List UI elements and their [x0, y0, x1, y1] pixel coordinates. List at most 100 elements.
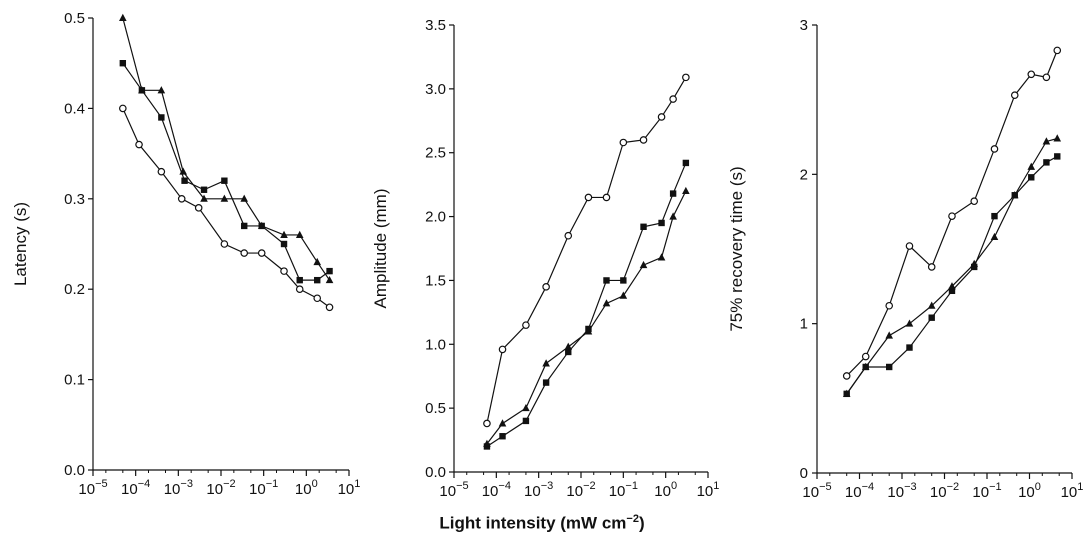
data-point-circle	[1053, 46, 1062, 55]
data-point-square	[542, 379, 550, 386]
x-tick-label: 10−4	[845, 481, 874, 501]
data-point-circle	[498, 345, 507, 354]
data-point-circle	[990, 145, 999, 153]
x-tick-label: 101	[697, 480, 720, 500]
x-tick-label: 10−3	[524, 480, 553, 500]
data-point-square	[181, 177, 188, 184]
y-tick-label: 0.5	[425, 400, 446, 417]
data-point-circle	[119, 104, 127, 113]
data-point-circle	[885, 301, 894, 310]
data-point-triangle	[619, 291, 628, 299]
data-point-circle	[1042, 73, 1051, 82]
shared-x-axis-label: Light intensity (mW cm−2)	[0, 513, 1084, 534]
y-tick-label: 2	[800, 166, 808, 183]
series-line-square-filled	[486, 162, 687, 447]
data-point-triangle	[179, 167, 187, 175]
data-point-circle	[657, 113, 666, 121]
y-tick-label: 0.0	[64, 462, 85, 479]
y-tick-label: 1	[800, 316, 808, 333]
data-point-circle	[542, 283, 550, 291]
data-point-circle	[194, 204, 203, 212]
y-axis-label: Amplitude (mm)	[371, 189, 390, 309]
data-point-square	[603, 277, 610, 284]
x-tick-label: 10−2	[206, 478, 235, 498]
x-tick-label: 10−2	[930, 481, 959, 501]
data-point-square	[499, 433, 506, 440]
data-point-circle	[682, 73, 690, 82]
data-point-square	[200, 186, 208, 193]
data-point-circle	[602, 193, 611, 202]
x-tick-label: 10−1	[972, 481, 1001, 501]
data-point-triangle	[657, 253, 666, 261]
data-point-square	[1054, 153, 1061, 160]
y-tick-label: 2.0	[425, 209, 446, 226]
panel-1: 0.0 0.1 0.2 0.3 0.4 0.5 10−5 10−4 10−3 10−2 10−1 10…	[11, 10, 360, 498]
x-tick-label: 10−3	[887, 481, 916, 501]
data-point-triangle	[1010, 191, 1019, 199]
data-point-triangle	[200, 194, 208, 202]
data-point-triangle	[1053, 134, 1062, 142]
data-point-triangle	[138, 86, 146, 94]
y-tick-label: 0.1	[64, 372, 85, 389]
data-point-square	[682, 159, 690, 167]
data-point-circle	[927, 263, 936, 271]
data-point-circle	[669, 95, 677, 103]
y-tick-label: 0.0	[425, 464, 446, 481]
data-point-triangle	[498, 419, 507, 427]
x-tick-label: 10−5	[802, 481, 831, 501]
data-point-triangle	[639, 260, 648, 269]
x-axis-label-exponent: −2	[626, 513, 639, 525]
data-point-triangle	[119, 13, 127, 21]
data-point-triangle	[990, 232, 999, 241]
data-point-circle	[257, 249, 266, 257]
y-tick-label: 0	[800, 465, 808, 482]
data-point-circle	[280, 267, 288, 275]
data-point-square	[669, 190, 677, 197]
data-point-triangle	[240, 194, 249, 202]
series-line-square-filled	[846, 155, 1058, 395]
data-point-square	[1043, 159, 1050, 166]
data-point-square	[991, 212, 998, 220]
data-point-circle	[1027, 70, 1036, 79]
series-line-triangle-filled	[486, 190, 687, 445]
data-point-circle	[564, 231, 573, 240]
data-point-square	[906, 344, 913, 351]
x-tick-label: 10−4	[121, 478, 150, 498]
data-point-triangle	[970, 259, 979, 267]
data-point-circle	[584, 193, 593, 202]
data-point-square	[1028, 174, 1035, 181]
data-point-square	[640, 223, 647, 230]
series-line-triangle-filled	[846, 137, 1058, 395]
data-point-triangle	[542, 359, 550, 367]
x-axis-label-main: Light intensity (mW cm	[439, 513, 627, 533]
data-point-triangle	[885, 331, 894, 339]
data-point-square	[326, 267, 333, 275]
data-point-circle	[639, 136, 648, 144]
data-point-square	[296, 276, 303, 284]
data-point-triangle	[861, 362, 870, 370]
data-point-triangle	[948, 282, 956, 290]
data-point-circle	[177, 195, 186, 203]
panel-2: 0.0 0.5 1.0 1.5 2.0 2.5 3.0 3.5 10−5 10−4 10−3 10−2…	[371, 17, 719, 500]
x-tick-label: 100	[295, 478, 318, 498]
x-tick-label: 10−3	[164, 478, 193, 498]
data-point-triangle	[1027, 162, 1036, 170]
data-point-circle	[842, 372, 851, 380]
data-point-triangle	[257, 221, 266, 229]
data-point-square	[948, 287, 956, 295]
y-tick-label: 0.5	[64, 10, 85, 27]
x-tick-label: 10−5	[78, 478, 107, 498]
data-point-triangle	[280, 230, 288, 238]
data-point-triangle	[313, 257, 322, 266]
data-point-square	[280, 240, 288, 248]
data-point-square	[658, 219, 665, 227]
data-point-triangle	[669, 212, 677, 220]
panel-3: 0 1 2 3 10−5 10−4 10−3 10−2 10−1 100 101 75% recove…	[727, 17, 1083, 501]
data-point-circle	[157, 167, 166, 176]
data-point-triangle	[927, 301, 936, 309]
data-point-triangle	[584, 327, 593, 335]
y-tick-label: 3.0	[425, 81, 446, 98]
data-point-triangle	[522, 403, 530, 412]
data-point-triangle	[483, 439, 491, 447]
x-tick-label: 10−5	[439, 480, 468, 500]
